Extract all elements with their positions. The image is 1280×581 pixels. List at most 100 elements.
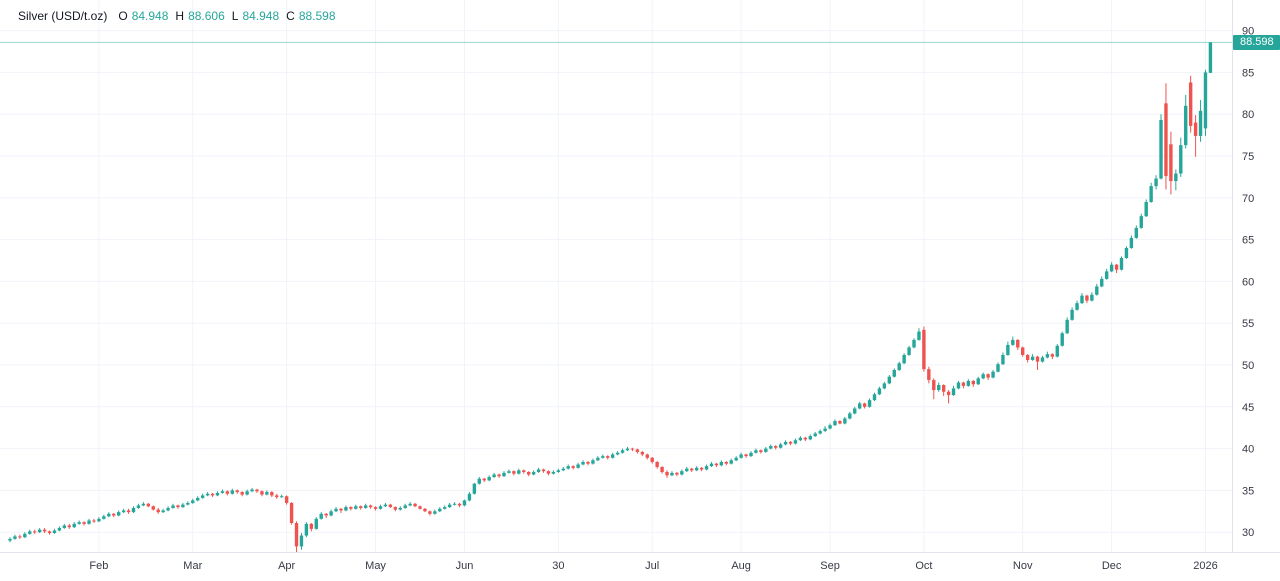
candle-body (186, 502, 190, 505)
candle (1095, 283, 1099, 296)
candle (793, 438, 798, 445)
candle-body (280, 496, 284, 498)
candle-body (818, 431, 822, 434)
candle-body (329, 511, 333, 516)
candle-body (956, 382, 961, 389)
candle (146, 502, 151, 508)
candle (62, 523, 67, 529)
candle-body (606, 456, 610, 458)
candle (759, 449, 763, 454)
candle-body (685, 468, 689, 472)
candle (615, 451, 620, 456)
candle-body (136, 505, 141, 508)
time-axis-label: May (365, 560, 386, 572)
candle (1109, 262, 1114, 273)
candle-body (556, 470, 561, 473)
candle (586, 461, 590, 466)
candle-body (215, 492, 220, 496)
candle-body (452, 503, 457, 505)
candle (472, 482, 477, 495)
candle-body (92, 520, 96, 522)
candle-body (260, 491, 264, 495)
candle (1085, 294, 1089, 304)
candle (857, 401, 862, 410)
candle-body (981, 374, 985, 379)
candle (1169, 131, 1173, 195)
candle-body (798, 437, 803, 441)
candle (210, 492, 215, 498)
candle-body (502, 472, 506, 477)
candle (1159, 114, 1163, 180)
candle (1030, 354, 1035, 361)
candle-body (699, 467, 704, 470)
candle-body (230, 490, 234, 494)
candle (813, 431, 817, 437)
candle-body (1139, 216, 1143, 228)
candle (630, 447, 635, 452)
candle (675, 472, 679, 477)
candle-body (97, 518, 101, 522)
candle (47, 530, 52, 535)
candle (660, 466, 664, 474)
candle-body (788, 441, 793, 444)
candle (408, 502, 412, 507)
candle-body (398, 507, 402, 510)
candle (1021, 346, 1025, 357)
candle-body (378, 506, 383, 509)
time-axis[interactable]: Feb Mar Apr May Jun 30 Jul Aug Sep Oct Nov Dec 2026 (89, 560, 1217, 572)
candle-body (1149, 186, 1153, 202)
candle (694, 466, 699, 472)
candle-body (734, 457, 738, 461)
candle (502, 471, 506, 478)
high-label: H (175, 9, 185, 23)
candle (1065, 317, 1069, 335)
candle-body (1184, 105, 1188, 146)
candle-body (541, 469, 546, 472)
candle-body (220, 491, 225, 493)
candle-body (176, 505, 180, 508)
candle-body (694, 467, 699, 471)
candle-body (299, 535, 304, 547)
candle (531, 470, 536, 476)
candle-body (759, 450, 763, 452)
candle-body (151, 506, 155, 510)
candle (536, 467, 541, 473)
candle (161, 508, 165, 513)
price-axis-label: 65 (1242, 235, 1254, 247)
candle (477, 477, 481, 485)
candle (196, 496, 200, 502)
candle-body (1169, 144, 1173, 182)
candle-body (843, 418, 847, 424)
candle-body (655, 461, 659, 467)
time-axis-label: Dec (1102, 560, 1122, 572)
candle (912, 338, 916, 349)
price-axis-label: 55 (1242, 318, 1254, 330)
candle (284, 495, 289, 505)
candle-body (517, 470, 521, 474)
price-axis[interactable]: 90 85 80 75 70 65 60 55 50 45 40 35 30 (1242, 26, 1254, 540)
candle-body (408, 503, 412, 506)
candle (1075, 300, 1079, 311)
candles-series (8, 42, 1213, 553)
candle (294, 521, 299, 553)
candle-body (976, 378, 980, 385)
symbol-title: Silver (USD/t.oz) (18, 9, 108, 23)
candle-body (112, 513, 116, 516)
candle (956, 380, 961, 390)
candle-body (1134, 227, 1139, 238)
candle-body (324, 513, 328, 516)
candle-body (265, 492, 269, 495)
price-axis-label: 70 (1242, 193, 1254, 205)
candle (927, 366, 931, 384)
candle (937, 382, 941, 392)
candle (447, 502, 452, 508)
close-label: C (286, 9, 295, 23)
candle (121, 508, 126, 513)
candle (596, 456, 600, 462)
candle (304, 522, 309, 538)
candle (452, 502, 457, 506)
candle (1104, 268, 1109, 280)
time-axis-label: Oct (915, 560, 932, 572)
